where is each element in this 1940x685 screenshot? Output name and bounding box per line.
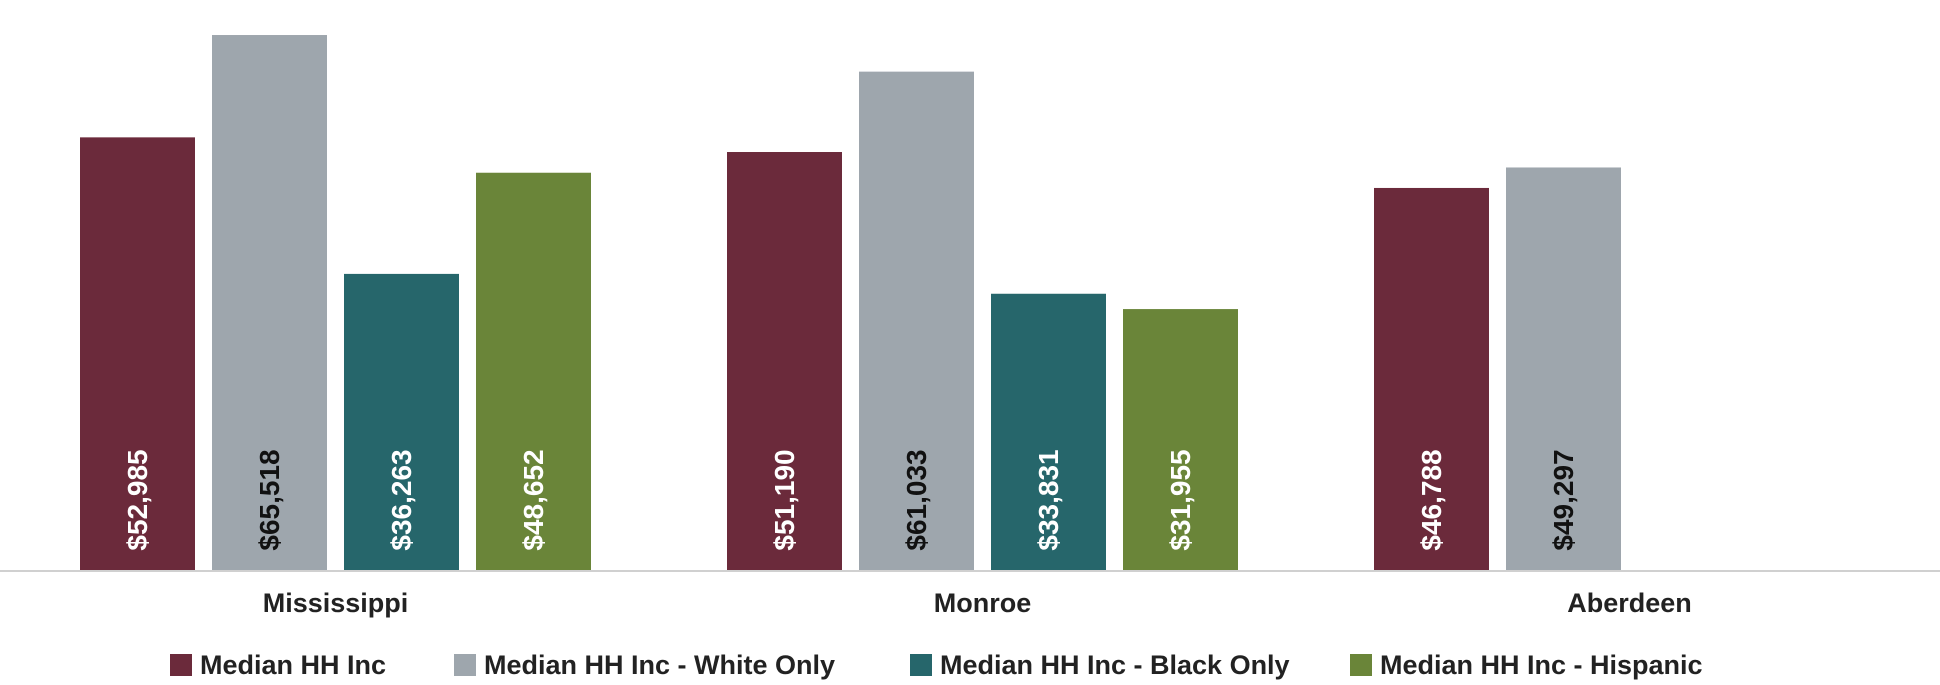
legend-swatch [910,654,932,676]
data-label: $48,652 [518,449,549,550]
legend-item: Median HH Inc - Black Only [910,650,1290,680]
category-label: Monroe [934,588,1032,618]
bars-group [80,35,1621,571]
bar-chart: $52,985 $65,518 $36,263 $48,652 $51,190 $61,0… [0,35,1940,618]
legend-item: Median HH Inc - White Only [454,650,835,680]
data-label: $31,955 [1165,449,1196,550]
data-label: $33,831 [1033,449,1064,550]
legend-item: Median HH Inc - Hispanic [1350,650,1703,680]
legend-label: Median HH Inc - White Only [484,649,836,680]
bar [727,152,842,570]
bar [80,137,195,570]
bar [991,293,1106,570]
data-label: $49,297 [1548,449,1579,550]
data-label: $46,788 [1416,449,1447,550]
bar [1506,167,1621,570]
data-label: $36,263 [386,449,417,550]
legend-label: Median HH Inc [200,649,387,680]
legend-label: Median HH Inc - Hispanic [1380,649,1703,680]
legend-swatch [454,654,476,676]
legend-swatch [170,654,192,676]
legend-item: Median HH Inc [170,650,386,680]
category-label: Mississippi [263,588,409,618]
data-label: $61,033 [901,449,932,550]
data-label: $65,518 [254,449,285,550]
bar [476,172,591,570]
bar [1374,187,1489,570]
category-label: Aberdeen [1567,588,1692,618]
data-labels-group: $52,985 $65,518 $36,263 $48,652 $51,190 $61,0… [122,449,1579,550]
bar [859,71,974,570]
legend-swatch [1350,654,1372,676]
bar [212,35,327,571]
bar [344,273,459,570]
bar [1123,309,1238,570]
legend-label: Median HH Inc - Black Only [940,649,1290,680]
data-label: $52,985 [122,449,153,550]
legend: Median HH Inc Median HH Inc - White Only M… [0,650,1940,680]
data-label: $51,190 [769,449,800,550]
category-labels-group: Mississippi Monroe Aberdeen [263,588,1692,618]
